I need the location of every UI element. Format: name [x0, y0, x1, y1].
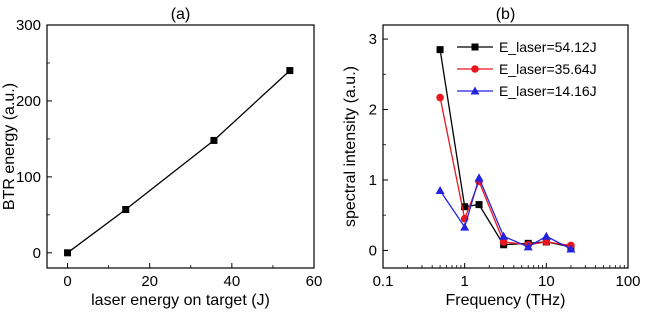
plot-frame: [382, 24, 629, 269]
legend-marker: [471, 43, 479, 51]
y-tick-label: 1: [369, 172, 377, 189]
data-point: [210, 136, 218, 144]
data-point: [499, 238, 508, 246]
y-tick-label: 300: [16, 17, 41, 34]
panel-a: (a) 0 20 40 60 0 100 200 300 laser energy on targ…: [1, 6, 322, 309]
data-point: [542, 238, 551, 246]
x-tick-label: 20: [141, 273, 158, 290]
data-point: [566, 244, 576, 253]
y-tick-label: 0: [369, 242, 377, 259]
y-tick-label: 2: [369, 102, 377, 119]
y-tick-label: 3: [369, 31, 377, 48]
data-point: [541, 231, 551, 240]
data-point: [436, 93, 444, 102]
y-axis-title: BTR energy (a.u.): [1, 83, 18, 210]
x-tick-label: 60: [306, 273, 323, 290]
panel-b: (b) 0.1 1 10 100 0 1 2 3 Frequency (THz) spectral …: [342, 6, 641, 309]
data-point: [475, 201, 483, 209]
y-axis-title: spectral intensity (a.u.): [342, 66, 359, 227]
data-point: [435, 186, 445, 195]
x-tick-label: 0.1: [373, 273, 394, 290]
data-point: [122, 206, 130, 214]
plot-frame: [46, 24, 315, 269]
data-point: [474, 173, 484, 182]
panel-label: (a): [171, 6, 191, 23]
data-point: [499, 231, 509, 240]
data-point: [286, 67, 294, 75]
series-line: [439, 49, 572, 248]
data-point: [436, 46, 444, 54]
legend-marker: [470, 86, 480, 95]
data-point: [523, 242, 533, 251]
legend-label: E_laser=35.64J: [499, 61, 597, 77]
legend-label: E_laser=54.12J: [499, 39, 597, 55]
x-tick-label: 100: [615, 273, 640, 290]
y-tick-label: 0: [33, 245, 41, 262]
x-tick-label: 0: [63, 273, 71, 290]
x-axis-title: laser energy on target (J): [91, 292, 270, 309]
x-tick-label: 10: [538, 273, 555, 290]
data-point: [460, 222, 470, 231]
data-point: [64, 249, 72, 257]
legend-label: E_laser=14.16J: [499, 83, 597, 99]
y-tick-label: 200: [16, 93, 41, 110]
x-tick-label: 1: [460, 273, 468, 290]
series-line: [67, 70, 291, 254]
panel-label: (b): [496, 6, 516, 23]
data-point: [461, 203, 469, 211]
x-tick-label: 40: [224, 273, 241, 290]
y-tick-label: 100: [16, 169, 41, 186]
x-axis-title: Frequency (THz): [445, 292, 565, 309]
legend-marker: [471, 65, 479, 73]
